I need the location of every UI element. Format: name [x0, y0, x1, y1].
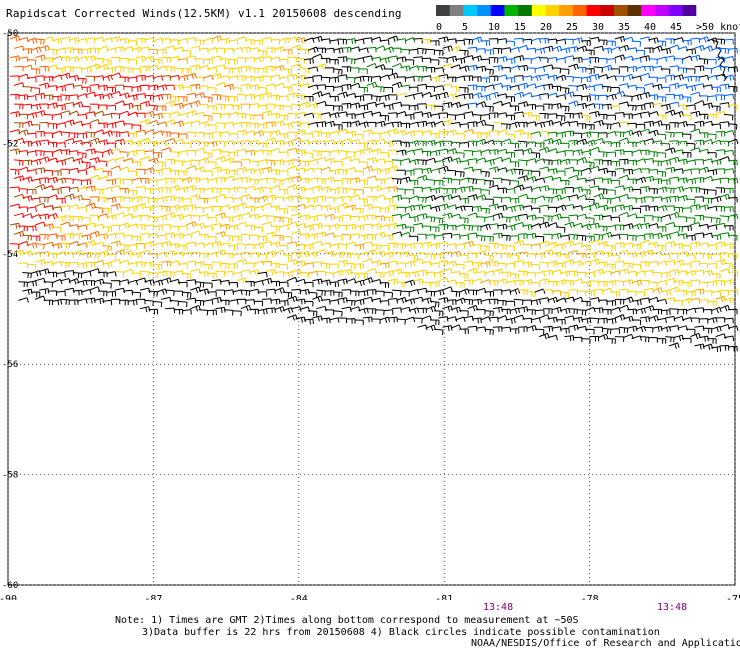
scale-tick-label: 25: [566, 22, 578, 33]
lat-tick-label: -50: [2, 29, 18, 39]
note-line-2: 3)Data buffer is 22 hrs from 20150608 4)…: [142, 627, 660, 638]
scale-swatch: [572, 5, 587, 16]
lat-tick-label: -56: [2, 360, 18, 370]
scale-swatch: [490, 5, 505, 16]
wind-barb-map[interactable]: -90 -87 -84 -81 -78 -75 -50 -52 -54 -56 -58 -60: [0, 0, 740, 600]
scale-swatch: [463, 5, 478, 16]
scale-swatch: [586, 5, 601, 16]
scale-swatch: [682, 5, 697, 16]
lat-tick-label: -52: [2, 139, 18, 149]
scale-tick-label: 10: [488, 22, 500, 33]
map-title: Rapidscat Corrected Winds(12.5KM) v1.1 2…: [6, 7, 402, 20]
scale-swatch: [531, 5, 546, 16]
scale-swatch: [600, 5, 615, 16]
lat-tick-label: -54: [2, 250, 18, 260]
lon-tick-label: -87: [144, 594, 162, 600]
lat-tick-label: -60: [2, 581, 18, 591]
scale-swatch: [436, 5, 450, 16]
scale-swatch: [449, 5, 464, 16]
scale-tick-label: 15: [514, 22, 526, 33]
scale-swatch: [654, 5, 669, 16]
scale-tick-label: 45: [670, 22, 682, 33]
scale-swatch: [504, 5, 519, 16]
scale-swatch: [477, 5, 492, 16]
lon-tick-label: -84: [290, 594, 308, 600]
note-line-1: Note: 1) Times are GMT 2)Times along bot…: [115, 615, 579, 626]
wind-barbs: [9, 35, 739, 353]
lon-tick-label: -81: [435, 594, 453, 600]
scale-tick-label: 0: [436, 22, 442, 33]
scale-tick-label: 30: [592, 22, 604, 33]
scale-tick-label: >50 knots: [696, 22, 740, 33]
lon-tick-label: -78: [581, 594, 599, 600]
scale-tick-label: 35: [618, 22, 630, 33]
scale-swatch: [559, 5, 574, 16]
scale-tick-label: 5: [462, 22, 468, 33]
scale-swatch: [613, 5, 628, 16]
scale-swatch: [668, 5, 683, 16]
time-label-1: 13:48: [483, 602, 514, 613]
lon-tick-label: -90: [0, 594, 17, 600]
scale-swatch: [641, 5, 656, 16]
scale-tick-label: 20: [540, 22, 552, 33]
scale-swatch: [627, 5, 642, 16]
scale-swatch: [545, 5, 560, 16]
time-label-2: 13:48: [657, 602, 688, 613]
wind-speed-color-scale: 0 5 10 15 20 25 30 35 40 45 >50 knots: [436, 3, 740, 33]
note-line-3: NOAA/NESDIS/Office of Research and Appli…: [471, 638, 740, 649]
lon-tick-label: -75: [726, 594, 740, 600]
lat-tick-label: -58: [2, 471, 18, 481]
scale-swatch: [518, 5, 533, 16]
scale-tick-label: 40: [644, 22, 656, 33]
